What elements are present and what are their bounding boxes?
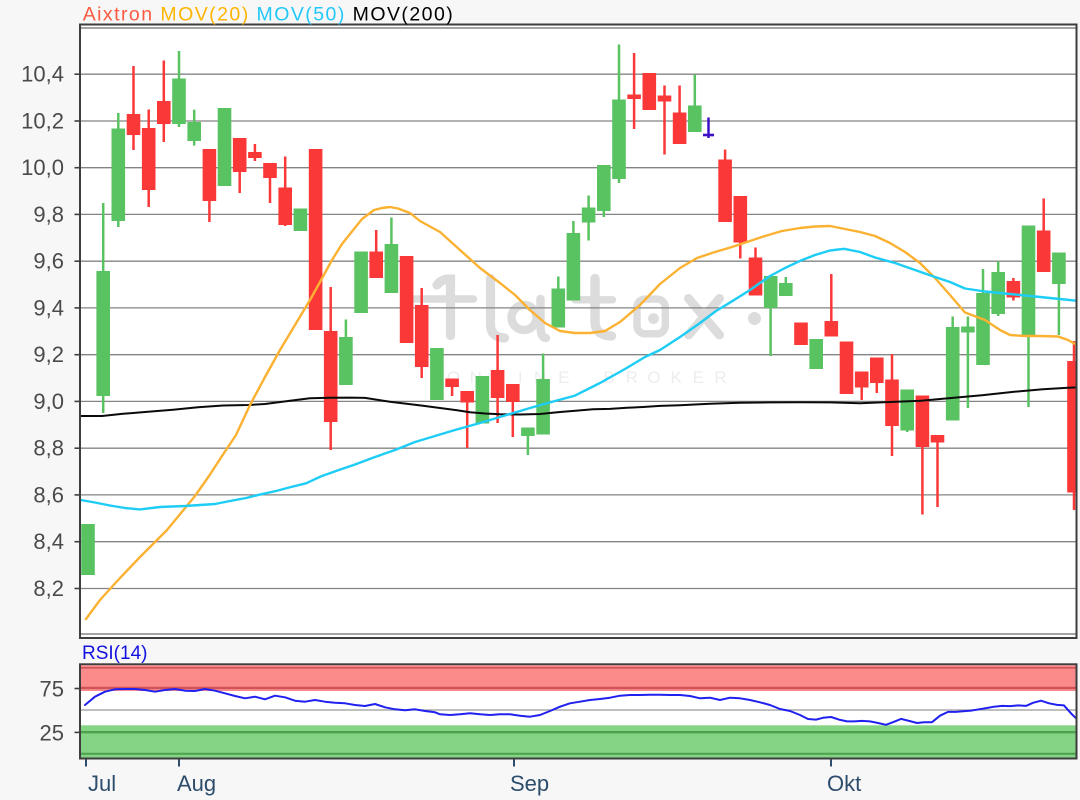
- svg-text:9,8: 9,8: [33, 202, 64, 227]
- svg-text:O: O: [647, 368, 660, 387]
- svg-text:Sep: Sep: [510, 771, 549, 796]
- svg-text:RSI(14): RSI(14): [82, 643, 147, 664]
- svg-text:Jul: Jul: [88, 771, 116, 796]
- svg-text:10,4: 10,4: [21, 62, 64, 87]
- svg-text:R: R: [626, 368, 638, 387]
- svg-text:10,0: 10,0: [21, 155, 64, 180]
- svg-text:75: 75: [40, 677, 64, 702]
- svg-text:8,6: 8,6: [33, 482, 64, 507]
- svg-text:8,8: 8,8: [33, 436, 64, 461]
- svg-text:R: R: [714, 368, 726, 387]
- svg-text:Aug: Aug: [177, 771, 216, 796]
- svg-text:I: I: [518, 368, 523, 387]
- svg-text:9,0: 9,0: [33, 389, 64, 414]
- svg-text:8,4: 8,4: [33, 529, 64, 554]
- svg-text:9,6: 9,6: [33, 249, 64, 274]
- svg-text:Okt: Okt: [827, 771, 861, 796]
- svg-text:E: E: [558, 368, 569, 387]
- svg-text:K: K: [671, 368, 683, 387]
- svg-text:8,2: 8,2: [33, 576, 64, 601]
- svg-text:E: E: [693, 368, 704, 387]
- svg-text:9,4: 9,4: [33, 295, 64, 320]
- svg-text:Aixtron MOV(20) MOV(50) MOV(20: Aixtron MOV(20) MOV(50) MOV(200): [83, 4, 455, 26]
- svg-text:10,2: 10,2: [21, 108, 64, 133]
- svg-text:9,2: 9,2: [33, 342, 64, 367]
- svg-text:25: 25: [40, 721, 64, 746]
